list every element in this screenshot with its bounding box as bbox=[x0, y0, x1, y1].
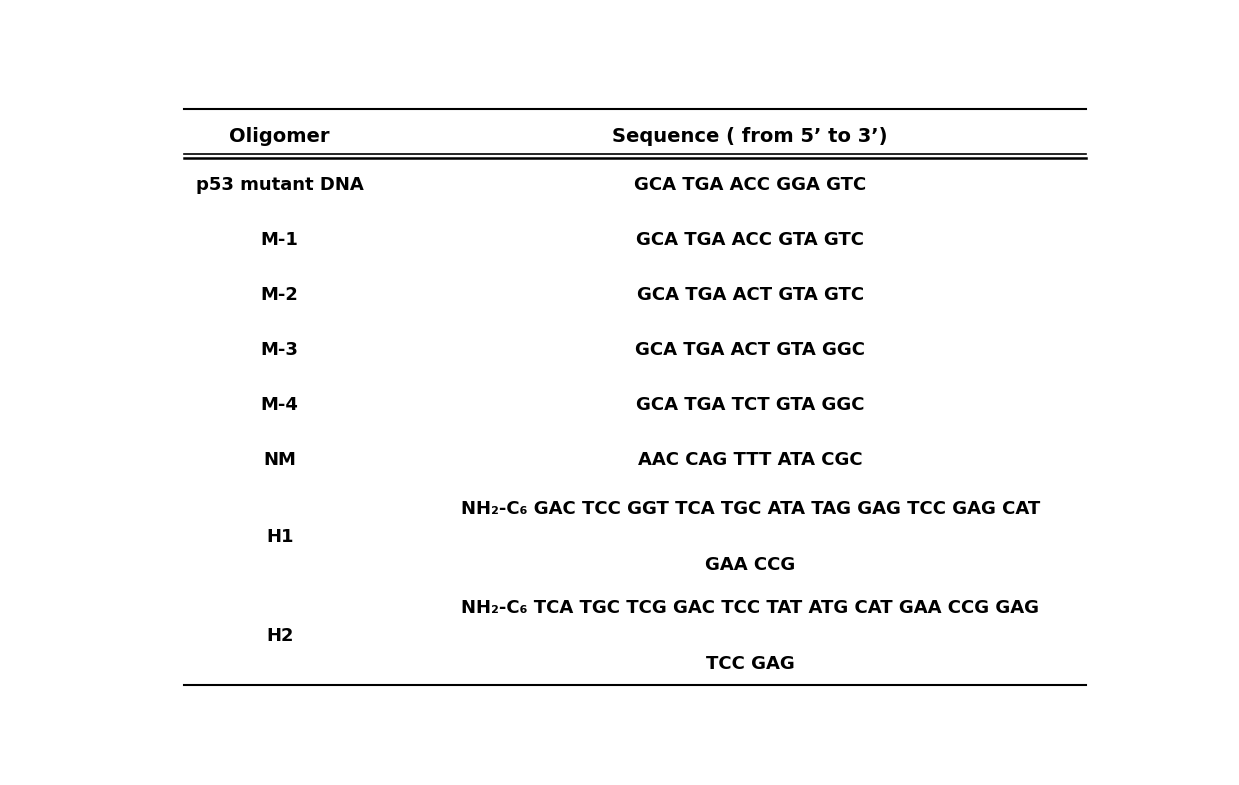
Text: M-2: M-2 bbox=[260, 286, 299, 304]
Text: NH₂-C₆ GAC TCC GGT TCA TGC ATA TAG GAG TCC GAG CAT: NH₂-C₆ GAC TCC GGT TCA TGC ATA TAG GAG T… bbox=[461, 500, 1040, 518]
Text: GCA TGA ACC GGA GTC: GCA TGA ACC GGA GTC bbox=[634, 176, 866, 194]
Text: H1: H1 bbox=[266, 528, 294, 546]
Text: AAC CAG TTT ATA CGC: AAC CAG TTT ATA CGC bbox=[638, 451, 862, 469]
Text: p53 mutant DNA: p53 mutant DNA bbox=[196, 176, 363, 194]
Text: GCA TGA ACC GTA GTC: GCA TGA ACC GTA GTC bbox=[636, 231, 865, 249]
Text: M-4: M-4 bbox=[260, 396, 299, 414]
Text: GCA TGA ACT GTA GTC: GCA TGA ACT GTA GTC bbox=[637, 286, 864, 304]
Text: NH₂-C₆ TCA TGC TCG GAC TCC TAT ATG CAT GAA CCG GAG: NH₂-C₆ TCA TGC TCG GAC TCC TAT ATG CAT G… bbox=[461, 599, 1040, 617]
Text: Oligomer: Oligomer bbox=[229, 127, 330, 146]
Text: TCC GAG: TCC GAG bbox=[706, 655, 794, 673]
Text: NM: NM bbox=[263, 451, 296, 469]
Text: Sequence ( from 5’ to 3’): Sequence ( from 5’ to 3’) bbox=[612, 127, 888, 146]
Text: GAA CCG: GAA CCG bbox=[705, 556, 795, 574]
Text: M-3: M-3 bbox=[260, 341, 299, 359]
Text: GCA TGA TCT GTA GGC: GCA TGA TCT GTA GGC bbox=[636, 396, 865, 414]
Text: GCA TGA ACT GTA GGC: GCA TGA ACT GTA GGC bbox=[636, 341, 865, 359]
Text: M-1: M-1 bbox=[260, 231, 299, 249]
Text: H2: H2 bbox=[266, 627, 294, 645]
